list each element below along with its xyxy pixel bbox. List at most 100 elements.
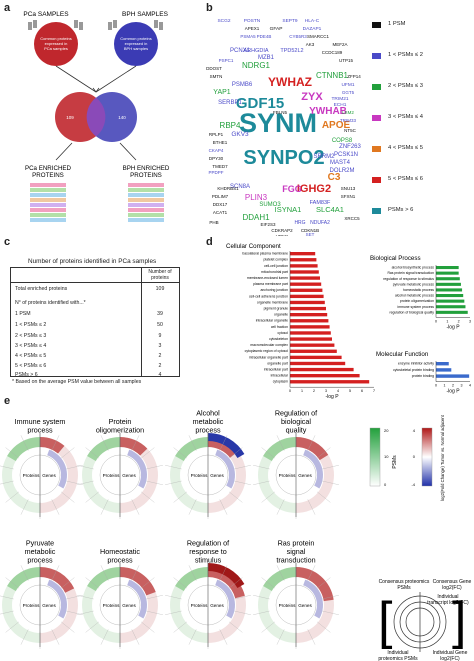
go-bar [290, 270, 319, 274]
circos-fc-segment [208, 437, 238, 458]
circos-spoke [100, 435, 109, 451]
go-bar [290, 355, 342, 360]
word-cloud-word: POSTN [244, 18, 261, 24]
word-cloud-word: PSPC1 [219, 58, 234, 63]
circos-spoke [322, 465, 339, 470]
pca-enriched-label: PCa ENRICHED PROTEINS [25, 165, 72, 179]
table-row-value: 2 [158, 353, 162, 359]
protein-table: Number of proteins Total enriched protei… [10, 267, 180, 378]
schematic-individual-gene: log2(FC) [440, 656, 460, 661]
circos-title: response to [189, 547, 227, 556]
circos-genes-label: Genes [210, 603, 224, 608]
schematic-consensus-psm: PSMs [397, 585, 411, 591]
word-cloud-word: C3 [328, 172, 341, 183]
go-tick-label: 5 [349, 389, 351, 393]
circos-genes-label: Genes [42, 603, 56, 608]
go-bar [436, 288, 463, 292]
go-category-label: cell-cell junction [264, 264, 288, 268]
go-x-label: -log P [325, 394, 339, 400]
circos-inner-segment [215, 449, 236, 489]
venn-pca-count: 109 [66, 115, 74, 120]
legend-label: 1 PSM [388, 21, 406, 27]
go-category-label: plasma membrane part [253, 282, 288, 286]
circos-spoke [0, 465, 14, 470]
circos-spoke [141, 577, 155, 589]
circos-spoke [146, 465, 163, 470]
circos-highlight-segment [208, 433, 245, 458]
schematic-bracket-left: [ [378, 592, 393, 650]
go-bar [436, 294, 464, 298]
circos-spoke [77, 480, 94, 485]
word-cloud-word: XRCC5 [344, 216, 360, 221]
circos-spoke [0, 480, 14, 485]
go-tick-label: 1 [446, 319, 448, 323]
pca-circle-text: Common proteins expressed in PCa samples [40, 36, 72, 51]
circos-spoke [307, 435, 316, 451]
circos-spoke [146, 480, 163, 485]
go-bar [436, 374, 470, 378]
legend-swatch [372, 115, 381, 121]
circos-inner-segment [127, 449, 148, 489]
word-cloud-word: FGG [282, 184, 302, 194]
go-bar [436, 368, 452, 372]
go-bar [436, 305, 466, 309]
circos-title: metabolic [193, 417, 224, 426]
circos-fc-ring [40, 437, 78, 513]
circos-spoke [188, 499, 197, 515]
go-category-label: cytosol [277, 331, 288, 335]
word-cloud-word: ZYX [301, 91, 323, 103]
circos-psm-segment [263, 437, 296, 461]
circos-title: Homeostatic [100, 547, 140, 556]
circos-fc-segment [40, 437, 65, 454]
word-cloud-word: NDUFA2 [310, 220, 330, 226]
legend-swatch [372, 84, 381, 90]
word-cloud-word: CKAP4 [209, 148, 224, 153]
circos-spoke [165, 465, 182, 470]
word-cloud-word: DDAH1 [242, 213, 270, 222]
word-cloud-word: GFAP [270, 26, 283, 32]
word-cloud-word: CDKRAP2 [271, 228, 293, 233]
word-cloud-word: APOE [322, 120, 351, 131]
table-title: Number of proteins identified in PCa sam… [28, 258, 157, 265]
circos-proteins-label: Proteins [23, 603, 41, 608]
circos-spoke [253, 465, 270, 470]
word-cloud-word: SFXN1 [341, 194, 356, 199]
circos-spoke [5, 577, 19, 589]
go-tick-label: 7 [373, 389, 375, 393]
legend-swatch [372, 177, 381, 183]
circos-genes-label: Genes [122, 603, 136, 608]
circos-spoke [77, 610, 94, 615]
bph-samples-label: BPH SAMPLES [122, 11, 169, 18]
circos-spoke [77, 465, 94, 470]
go-bar [436, 310, 468, 314]
go-bar [436, 362, 449, 366]
word-cloud-word: MAST4 [330, 160, 351, 166]
circos-spoke [234, 480, 251, 485]
circos-title: Immune system [15, 417, 66, 426]
go-bar [436, 266, 459, 270]
word-cloud-word: CDKN1B [301, 228, 319, 233]
bph-circle-text: Common proteins expressed in BPH samples [120, 36, 152, 51]
circos-title: process [195, 426, 221, 435]
circos-spoke [20, 565, 29, 581]
go-bar [290, 361, 346, 366]
circos-spoke [219, 629, 228, 645]
word-cloud-word: HRG [294, 220, 305, 226]
go-bar [290, 282, 322, 286]
go-category-label: alcohol metabolic process [395, 294, 434, 298]
circos-genes-label: Genes [298, 473, 312, 478]
word-cloud-word: SLC4A1 [316, 205, 344, 214]
go-bar [290, 343, 335, 347]
word-cloud-word: SYNM [239, 108, 317, 138]
circos-psm-segment [175, 437, 208, 461]
word-cloud-word: GGT5 [342, 90, 355, 95]
circos-spoke [131, 435, 140, 451]
circos-spoke [141, 491, 155, 503]
schematic-individual-gene: Individual Gene [433, 650, 468, 656]
word-cloud-word: SUMO3 [259, 202, 281, 208]
word-cloud-word: URM1 [276, 234, 289, 236]
circos-spoke [253, 610, 270, 615]
word-cloud-word: PSMA5 [240, 34, 256, 39]
table-row-value: 50 [157, 322, 163, 328]
